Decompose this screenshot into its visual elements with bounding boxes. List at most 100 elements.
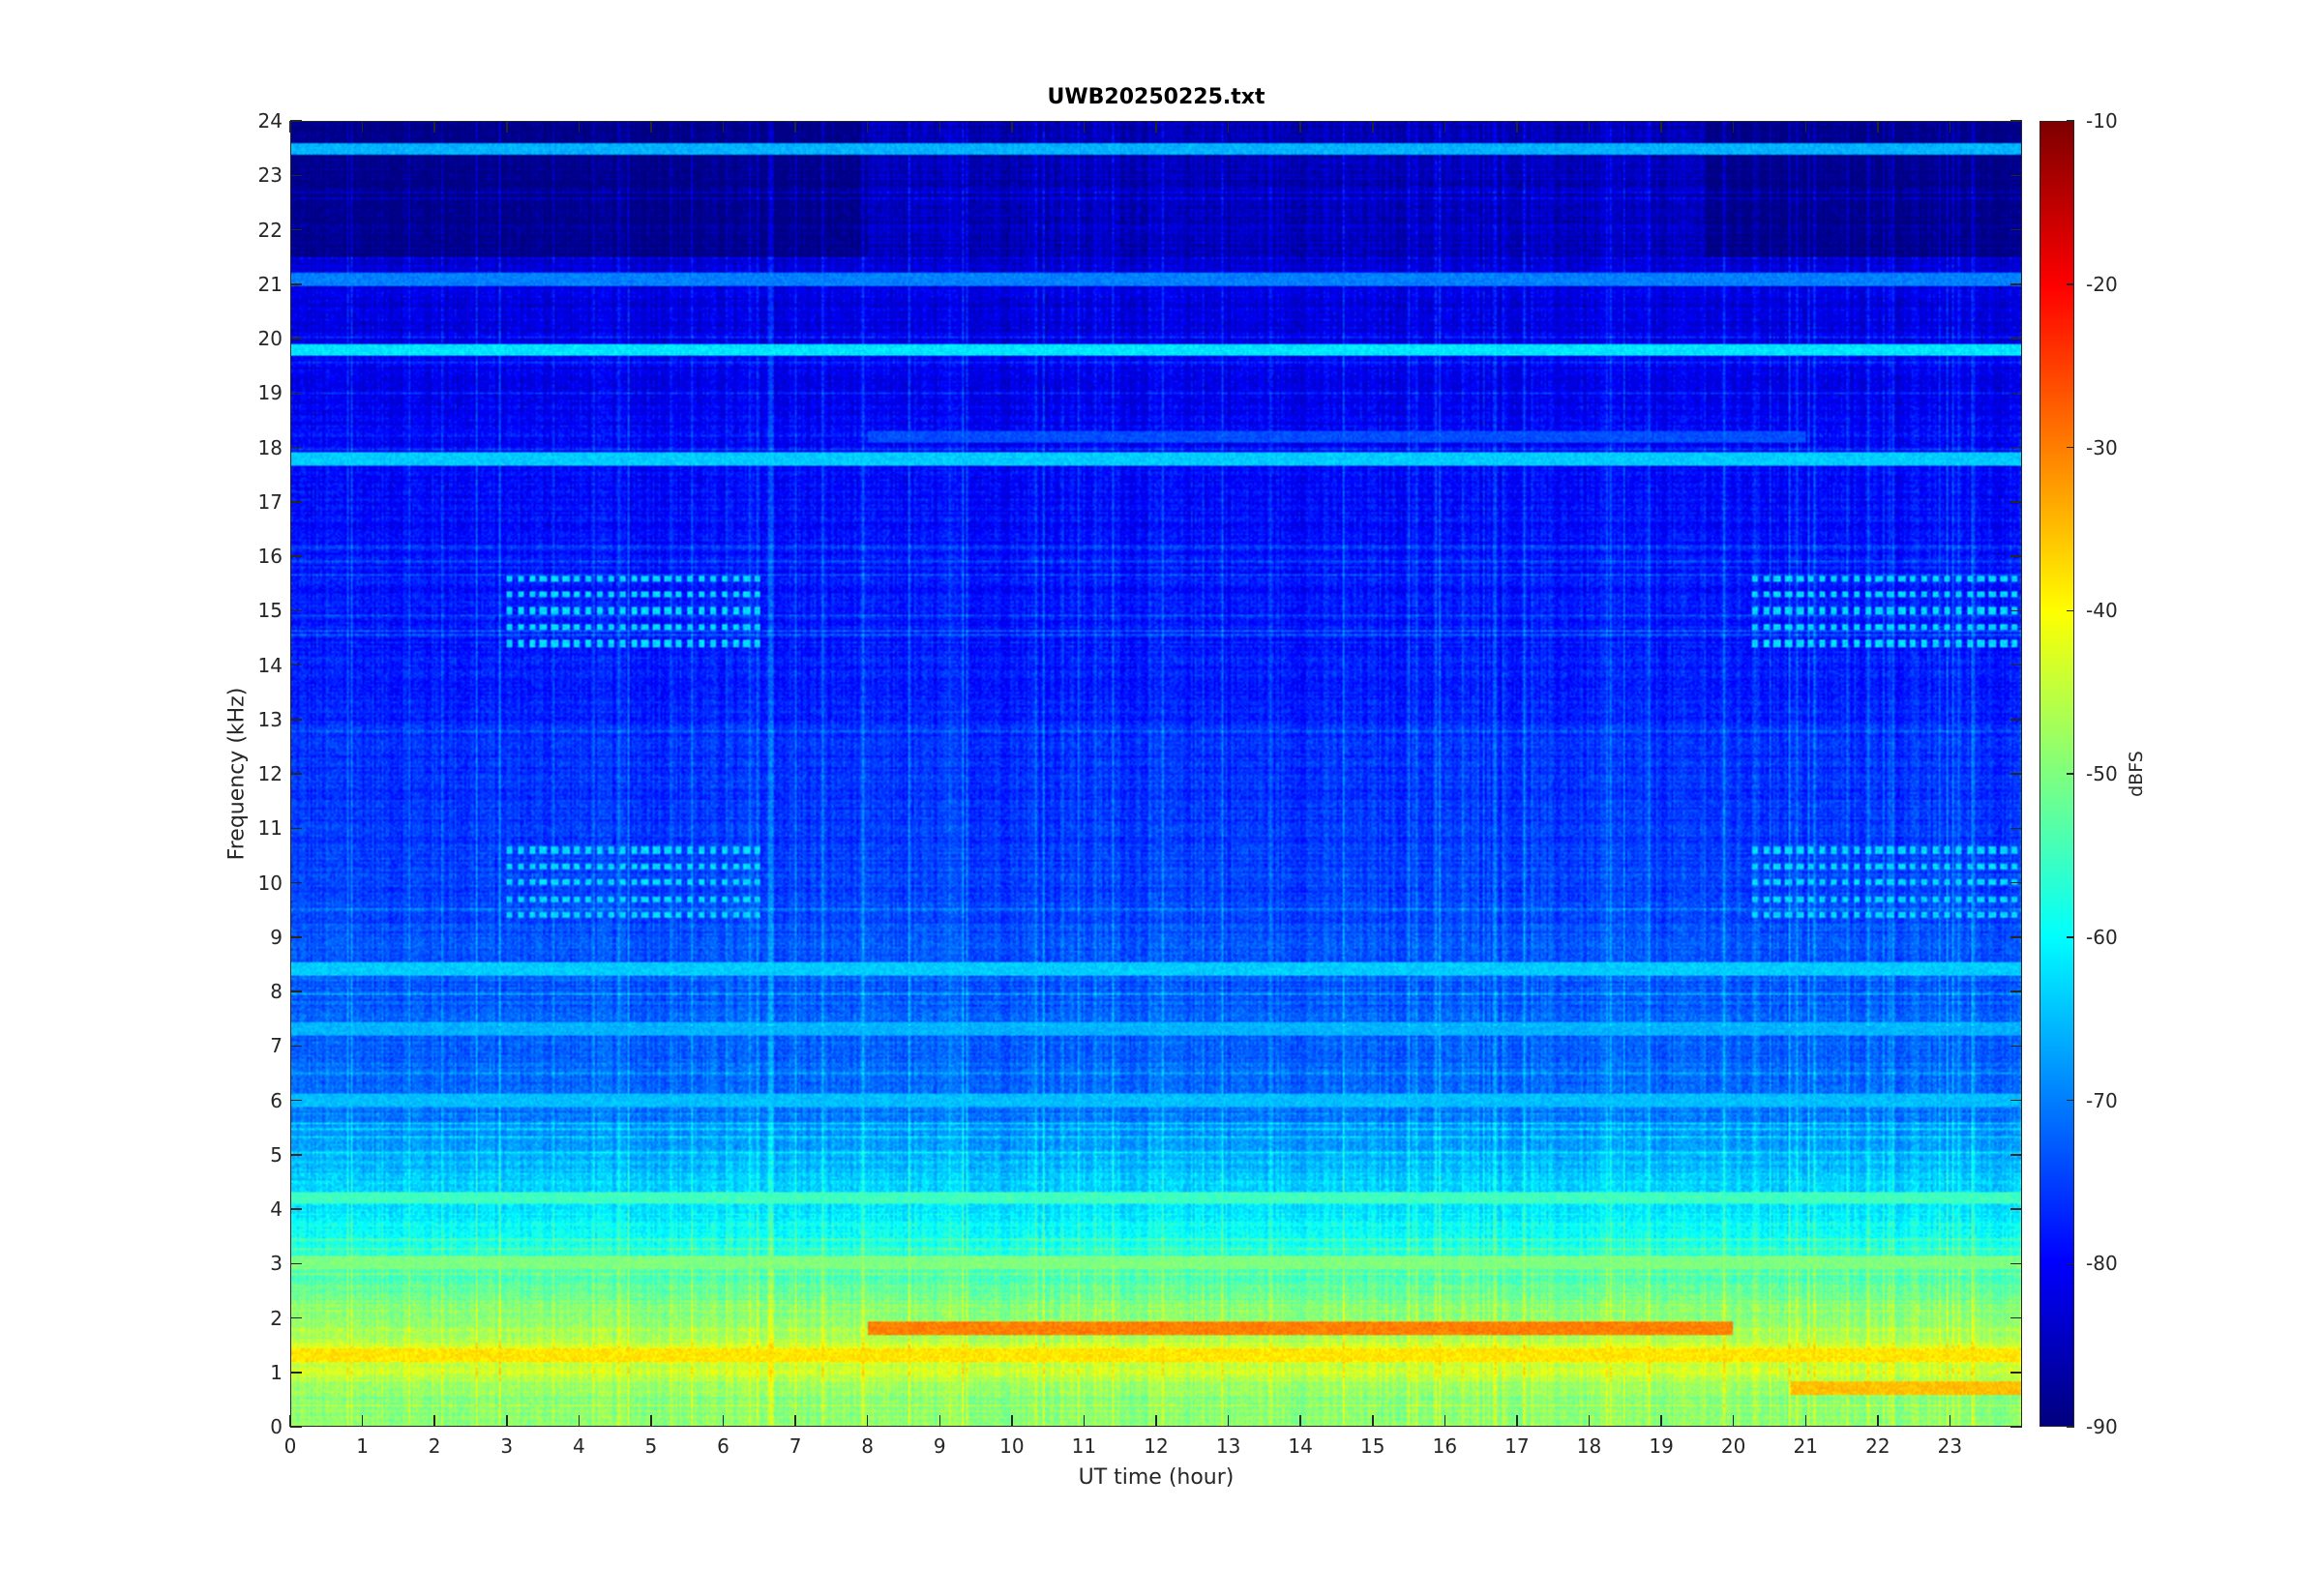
y-tick-label: 6 [270, 1088, 283, 1112]
y-tick-mark [290, 1099, 302, 1102]
y-tick-mark [2010, 392, 2022, 394]
y-tick-mark [2010, 446, 2022, 449]
x-tick-mark [650, 121, 652, 133]
spectrogram-plot-area [290, 121, 2022, 1427]
x-tick-label: 17 [1504, 1434, 1530, 1458]
colorbar-tick-label: -60 [2086, 925, 2118, 949]
y-tick-mark [2010, 609, 2022, 611]
x-tick-mark [506, 121, 508, 133]
y-tick-mark [290, 609, 302, 611]
y-tick-mark [2010, 664, 2022, 666]
y-tick-label: 1 [270, 1360, 283, 1384]
x-tick-label: 8 [861, 1434, 875, 1458]
x-tick-mark [289, 121, 291, 133]
y-tick-mark [2010, 936, 2022, 938]
y-tick-mark [2010, 1316, 2022, 1319]
colorbar-tick-mark [2067, 283, 2074, 285]
y-tick-mark [2010, 827, 2022, 829]
x-tick-mark [433, 1415, 435, 1427]
x-tick-mark [1804, 1415, 1806, 1427]
y-tick-mark [290, 827, 302, 829]
y-tick-label: 20 [257, 327, 283, 350]
x-tick-mark [1949, 121, 1951, 133]
x-tick-label: 21 [1793, 1434, 1818, 1458]
x-tick-label: 11 [1071, 1434, 1097, 1458]
x-tick-label: 16 [1432, 1434, 1458, 1458]
y-tick-label: 0 [270, 1415, 283, 1438]
y-tick-mark [2010, 1154, 2022, 1156]
x-tick-mark [650, 1415, 652, 1427]
y-tick-label: 2 [270, 1306, 283, 1330]
y-tick-label: 10 [257, 871, 283, 895]
y-tick-label: 15 [257, 599, 283, 623]
x-tick-label: 22 [1865, 1434, 1890, 1458]
colorbar-tick-mark [2067, 609, 2074, 611]
y-tick-mark [290, 1154, 302, 1156]
y-tick-mark [2010, 338, 2022, 340]
y-tick-mark [290, 446, 302, 449]
x-tick-mark [1516, 1415, 1518, 1427]
y-tick-label: 4 [270, 1197, 283, 1221]
y-tick-mark [290, 1262, 302, 1264]
y-tick-mark [290, 392, 302, 394]
x-tick-label: 7 [789, 1434, 802, 1458]
y-tick-mark [2010, 1099, 2022, 1102]
x-tick-mark [1588, 121, 1591, 133]
colorbar-tick-mark [2067, 1262, 2074, 1264]
y-tick-label: 12 [257, 762, 283, 785]
x-tick-label: 4 [572, 1434, 585, 1458]
y-tick-mark [2010, 1045, 2022, 1047]
y-tick-label: 8 [270, 980, 283, 1003]
y-tick-mark [290, 555, 302, 557]
y-tick-mark [290, 881, 302, 884]
colorbar-tick-label: -80 [2086, 1252, 2118, 1276]
y-tick-mark [290, 1316, 302, 1319]
x-tick-label: 12 [1144, 1434, 1169, 1458]
colorbar-tick-label: -50 [2086, 762, 2118, 785]
y-tick-mark [2010, 501, 2022, 503]
y-tick-label: 19 [257, 381, 283, 405]
y-tick-mark [290, 936, 302, 938]
y-tick-mark [2010, 555, 2022, 557]
x-tick-label: 15 [1360, 1434, 1385, 1458]
x-tick-mark [866, 121, 869, 133]
x-tick-mark [578, 121, 580, 133]
x-tick-mark [938, 1415, 940, 1427]
y-tick-label: 3 [270, 1252, 283, 1276]
x-tick-label: 6 [717, 1434, 729, 1458]
x-tick-mark [1011, 121, 1013, 133]
y-tick-label: 17 [257, 489, 283, 514]
y-tick-mark [290, 773, 302, 775]
y-tick-mark [290, 719, 302, 721]
colorbar-tick-mark [2067, 936, 2074, 938]
x-tick-mark [1444, 121, 1446, 133]
y-tick-label: 11 [257, 816, 283, 841]
y-tick-mark [290, 1372, 302, 1374]
x-tick-label: 10 [999, 1434, 1025, 1458]
x-tick-mark [1732, 1415, 1735, 1427]
x-tick-mark [866, 1415, 869, 1427]
x-tick-mark [1299, 1415, 1301, 1427]
x-tick-label: 1 [356, 1434, 369, 1458]
y-tick-mark [2010, 1208, 2022, 1210]
x-tick-mark [433, 121, 435, 133]
y-tick-mark [290, 120, 302, 122]
y-tick-label: 23 [257, 163, 283, 188]
y-tick-mark [290, 1426, 302, 1428]
x-tick-label: 19 [1649, 1434, 1674, 1458]
x-tick-mark [1227, 1415, 1230, 1427]
colorbar-tick-label: -30 [2086, 435, 2118, 459]
colorbar-tick-mark [2067, 120, 2074, 122]
x-tick-mark [938, 121, 940, 133]
x-tick-mark [1804, 121, 1806, 133]
x-tick-mark [506, 1415, 508, 1427]
y-tick-label: 18 [257, 435, 283, 459]
x-tick-mark [1877, 1415, 1879, 1427]
x-tick-mark [289, 1415, 291, 1427]
x-tick-mark [722, 121, 725, 133]
y-tick-label: 22 [257, 218, 283, 242]
colorbar-tick-label: -70 [2086, 1088, 2118, 1112]
y-tick-mark [290, 174, 302, 176]
x-tick-mark [1949, 1415, 1951, 1427]
